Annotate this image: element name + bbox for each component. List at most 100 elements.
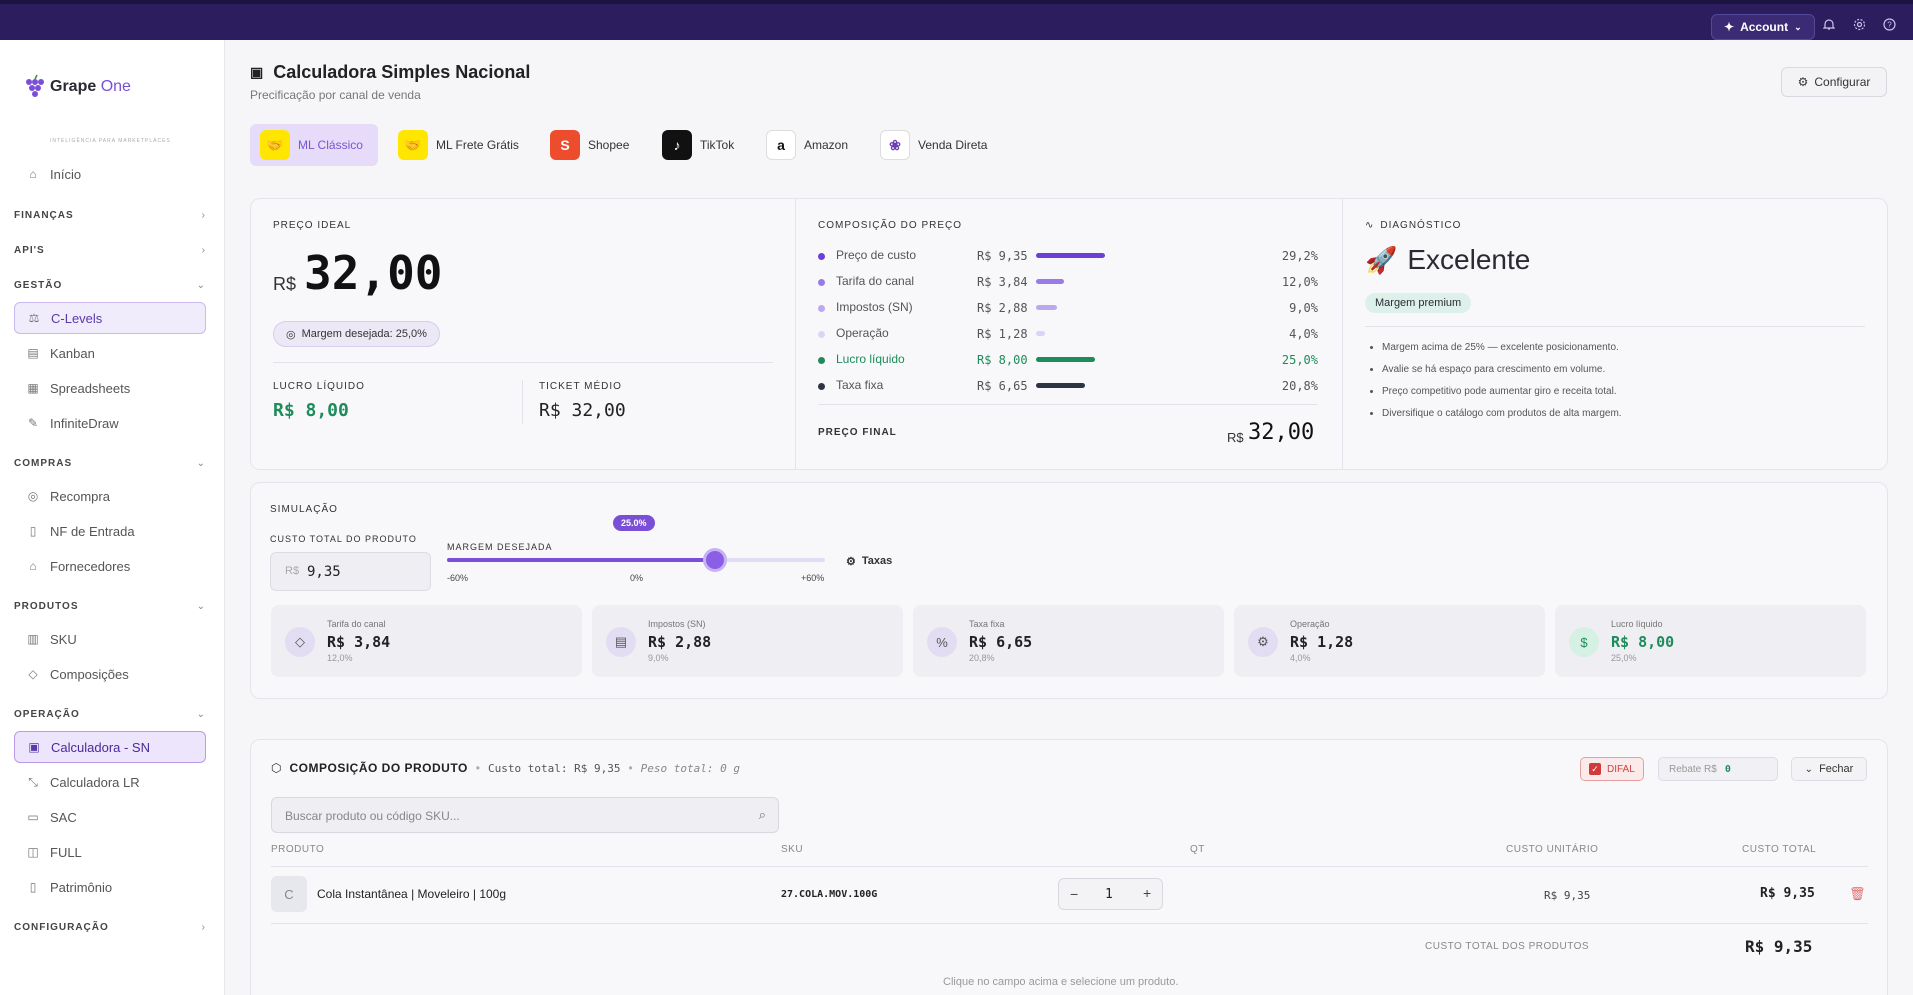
trash-icon[interactable]: 🗑: [1849, 886, 1866, 901]
margin-pill-label: Margem desejada: 25,0%: [301, 328, 427, 340]
product-title: COMPOSIÇÃO DO PRODUTO: [289, 761, 468, 775]
sidebar-item-fornecedores[interactable]: ⌂ Fornecedores: [14, 550, 206, 582]
margin-slider[interactable]: [447, 548, 825, 572]
sidebar-item-sku[interactable]: ▥ SKU: [14, 623, 206, 655]
sidebar-item-inicio[interactable]: ⌂ Início: [14, 158, 206, 190]
product-avatar: C: [271, 876, 307, 912]
chevron-down-icon: ⌄: [1794, 21, 1802, 32]
ideal-price-label: PREÇO IDEAL: [273, 220, 352, 231]
tab-venda-direta[interactable]: ❀ Venda Direta: [870, 124, 999, 166]
factory-icon: ⌂: [29, 559, 37, 573]
tab-shopee[interactable]: S Shopee: [540, 124, 641, 166]
quantity-value[interactable]: 1: [1105, 887, 1113, 902]
sidebar-item-c-levels[interactable]: ⚖ C-Levels: [14, 302, 206, 334]
top-bar: ✦ Account ⌄ ?: [0, 0, 1913, 40]
sidebar-item-spreadsheets[interactable]: ▦ Spreadsheets: [14, 372, 206, 404]
rebate-input[interactable]: Rebate R$ 0: [1658, 757, 1778, 781]
composition-pct: 12,0%: [1281, 275, 1318, 289]
tab-label: Venda Direta: [918, 138, 988, 152]
brand-name-b: One: [100, 78, 131, 95]
composition-bar: [1036, 383, 1085, 388]
chevron-down-icon: ⌄: [196, 458, 206, 469]
composition-pct: 20,8%: [1281, 379, 1318, 393]
margin-slider-fill: [447, 558, 715, 562]
tab-amazon[interactable]: a Amazon: [756, 124, 860, 166]
search-icon[interactable]: ⌕: [758, 807, 766, 822]
sidebar-item-calculadora-lr[interactable]: ⤡ Calculadora LR: [14, 766, 206, 798]
scroll-icon: ▯: [29, 524, 37, 538]
sidebar-section-gestao[interactable]: GESTÃO ⌄: [14, 280, 206, 291]
tab-label: Shopee: [588, 138, 630, 152]
product-meta-cost: Custo total: R$ 9,35: [487, 761, 621, 775]
composition-value: R$ 8,00: [977, 353, 1028, 367]
help-icon[interactable]: ?: [1882, 18, 1896, 32]
sidebar-item-infinitedraw[interactable]: ✎ InfiniteDraw: [14, 407, 206, 439]
section-label: OPERAÇÃO: [14, 709, 80, 720]
sim-card-pct: 20,8%: [969, 653, 995, 663]
tab-ml-classico[interactable]: 🤝 ML Clássico: [250, 124, 378, 166]
page-title: ▣ Calculadora Simples Nacional: [250, 62, 530, 83]
sparkle-icon: ✦: [1724, 20, 1735, 34]
product-meta-weight: Peso total: 0 g: [640, 761, 740, 775]
tab-ml-frete-gratis[interactable]: 🤝 ML Frete Grátis: [388, 124, 531, 166]
plus-button[interactable]: +: [1143, 885, 1152, 901]
lucro-value: R$ 8,00: [273, 400, 349, 421]
sidebar-item-sac[interactable]: ▭ SAC: [14, 801, 206, 833]
sidebar-section-apis[interactable]: API'S ›: [14, 245, 206, 256]
sim-card-label: Impostos (SN): [648, 619, 706, 629]
margin-slider-handle[interactable]: [703, 548, 727, 572]
account-button[interactable]: ✦ Account ⌄: [1711, 14, 1815, 40]
legend-dot: [818, 279, 825, 286]
close-button[interactable]: ⌄ Fechar: [1791, 757, 1867, 781]
difal-toggle[interactable]: ✓ DIFAL: [1580, 757, 1644, 781]
sidebar-section-configuracao[interactable]: CONFIGURAÇÃO ›: [14, 922, 206, 933]
margin-label: MARGEM DESEJADA: [447, 542, 553, 552]
sidebar-item-kanban[interactable]: ▤ Kanban: [14, 337, 206, 369]
sim-card-value: R$ 2,88: [648, 633, 712, 651]
bell-icon[interactable]: [1822, 18, 1836, 32]
brand-logo[interactable]: Grape One: [24, 74, 131, 100]
sidebar-section-operacao[interactable]: OPERAÇÃO ⌄: [14, 709, 206, 720]
sidebar-item-patrimonio[interactable]: ▯ Patrimônio: [14, 871, 206, 903]
product-header: ⬡ COMPOSIÇÃO DO PRODUTO • Custo total: R…: [271, 761, 740, 775]
minus-button[interactable]: −: [1070, 886, 1079, 902]
sidebar-section-produtos[interactable]: PRODUTOS ⌄: [14, 601, 206, 612]
rebate-label: Rebate R$: [1669, 763, 1717, 775]
sidebar-item-label: C-Levels: [51, 310, 103, 326]
ideal-price-currency: R$: [273, 274, 297, 294]
product-hint: Clique no campo acima e selecione um pro…: [943, 976, 1179, 988]
tab-tiktok[interactable]: ♪ TikTok: [652, 124, 746, 166]
gear-icon[interactable]: [1852, 18, 1866, 32]
amazon-icon: a: [766, 130, 796, 160]
shopping-bag-icon: ◫: [27, 845, 39, 859]
composition-row: Impostos (SN) R$ 2,88 9,0%: [818, 300, 1318, 316]
sidebar-item-nf-entrada[interactable]: ▯ NF de Entrada: [14, 515, 206, 547]
difal-label: DIFAL: [1607, 763, 1635, 775]
configure-button[interactable]: ⚙ Configurar: [1781, 67, 1887, 97]
section-label: COMPRAS: [14, 458, 73, 469]
document-icon: ▯: [29, 880, 37, 894]
sidebar-item-composicoes[interactable]: ◇ Composições: [14, 658, 206, 690]
cost-input[interactable]: R$ 9,35: [270, 552, 431, 591]
taxas-button[interactable]: ⚙ Taxas: [846, 555, 892, 568]
sidebar-item-recompra[interactable]: ◎ Recompra: [14, 480, 206, 512]
sim-card-lucro: $ Lucro líquido R$ 8,00 25,0%: [1555, 605, 1866, 677]
composition-value: R$ 6,65: [977, 379, 1028, 393]
sidebar: Grape One INTELIGÊNCIA PARA MARKETPLACES…: [0, 40, 225, 995]
configure-button-label: Configurar: [1814, 75, 1871, 89]
sidebar-item-full[interactable]: ◫ FULL: [14, 836, 206, 868]
sim-card-label: Tarifa do canal: [327, 619, 386, 629]
sidebar-item-label: Kanban: [50, 345, 95, 361]
sidebar-section-financas[interactable]: FINANÇAS ›: [14, 210, 206, 221]
home-icon: ⌂: [29, 167, 37, 181]
activity-icon: ∿: [1365, 220, 1375, 231]
product-unit-cost: R$ 9,35: [1544, 889, 1591, 902]
product-search-input[interactable]: Buscar produto ou código SKU... ⌕: [271, 797, 779, 833]
composition-label: COMPOSIÇÃO DO PREÇO: [818, 220, 963, 231]
diagnostic-bullet: Margem acima de 25% — excelente posicion…: [1382, 337, 1862, 359]
diagnostic-bullet: Avalie se há espaço para crescimento em …: [1382, 359, 1862, 381]
sidebar-item-calculadora-sn[interactable]: ▣ Calculadora - SN: [14, 731, 206, 763]
sidebar-section-compras[interactable]: COMPRAS ⌄: [14, 458, 206, 469]
cost-value: 9,35: [307, 564, 341, 580]
total-products-value: R$ 9,35: [1745, 937, 1813, 956]
